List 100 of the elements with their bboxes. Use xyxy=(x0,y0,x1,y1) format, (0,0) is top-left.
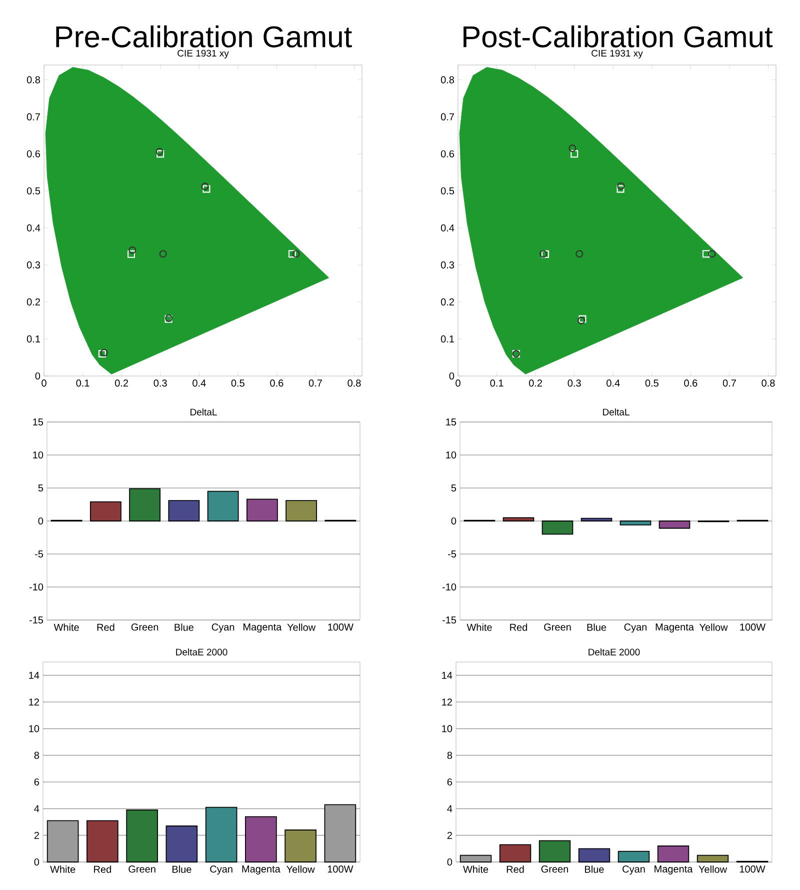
y-tick-label: 0 xyxy=(449,372,454,380)
y-tick-label: 15 xyxy=(446,418,456,426)
y-tick-label: 8 xyxy=(447,752,452,759)
x-tick-label: Blue xyxy=(587,624,606,631)
y-tick-label: 6 xyxy=(34,778,40,786)
y-tick-label: 0.7 xyxy=(440,113,454,120)
x-tick-label: Cyan xyxy=(622,866,645,875)
y-tick-label: 0 xyxy=(35,372,40,380)
x-tick-label: Magenta xyxy=(244,624,282,632)
chart-title: Pre-Calibration Gamut xyxy=(56,25,352,48)
y-tick-label: 0.2 xyxy=(440,298,454,306)
x-tick-label: White xyxy=(463,866,488,873)
x-tick-label: 0.1 xyxy=(76,380,90,387)
x-tick-label: 0.8 xyxy=(348,380,361,387)
point xyxy=(128,250,136,258)
x-tick-label: Yellow xyxy=(287,624,316,631)
x-tick-label: Red xyxy=(94,866,111,873)
y-tick-label: 10 xyxy=(33,451,44,459)
x-tick-label: White xyxy=(54,624,79,631)
x-tick-label: 0.1 xyxy=(490,380,504,387)
y-tick-label: 8 xyxy=(34,752,40,759)
point xyxy=(617,182,625,190)
x-tick-label: Cyan xyxy=(624,624,647,633)
x-tick-label: Green xyxy=(544,624,571,631)
y-tick-label: 0.6 xyxy=(440,150,454,158)
y-tick-label: 6 xyxy=(447,778,452,786)
x-tick-label: 0.4 xyxy=(606,380,620,387)
y-tick-label: 0.7 xyxy=(26,113,40,120)
x-tick-label: Blue xyxy=(174,624,194,631)
x-tick-label: 0.5 xyxy=(645,380,658,387)
chart-title: DeltaL xyxy=(190,408,217,416)
y-tick-label: 0.8 xyxy=(440,76,454,84)
chart-subtitle: CIE 1931 xy xyxy=(592,50,643,58)
point xyxy=(201,182,209,190)
point xyxy=(288,250,296,258)
point xyxy=(202,185,210,193)
bar xyxy=(618,850,650,862)
y-tick-label: 15 xyxy=(33,418,44,426)
bar xyxy=(126,810,158,862)
y-tick-label: 0 xyxy=(451,517,456,525)
bar xyxy=(166,826,198,862)
x-tick-label: Yellow xyxy=(699,624,728,631)
y-tick-label: -15 xyxy=(29,616,44,624)
x-tick-label: 0.2 xyxy=(115,380,128,387)
y-tick-label: 4 xyxy=(34,805,40,812)
x-tick-label: Red xyxy=(97,624,114,631)
point xyxy=(159,250,167,258)
point xyxy=(708,250,716,258)
y-tick-label: 0 xyxy=(34,858,40,866)
point xyxy=(702,250,710,258)
y-tick-label: 0 xyxy=(38,517,44,525)
y-tick-label: 0.6 xyxy=(26,150,40,158)
point xyxy=(156,150,164,158)
bar xyxy=(168,500,200,522)
x-tick-label: Cyan xyxy=(210,866,232,875)
y-tick-label: 10 xyxy=(442,725,452,732)
point xyxy=(568,144,576,152)
x-tick-label: Magenta xyxy=(242,866,280,874)
bar xyxy=(129,488,161,522)
y-tick-label: -5 xyxy=(448,550,456,558)
chart-title: DeltaL xyxy=(603,408,630,416)
x-tick-label: 100W xyxy=(740,866,766,873)
chart-subtitle: CIE 1931 xy xyxy=(178,50,229,58)
point xyxy=(156,148,164,156)
x-tick-label: White xyxy=(50,866,76,873)
y-tick-label: 0.3 xyxy=(26,261,40,268)
y-tick-label: 0.4 xyxy=(440,224,454,232)
x-tick-label: Green xyxy=(128,866,156,873)
y-tick-label: 2 xyxy=(34,832,39,839)
bar xyxy=(696,854,729,862)
point xyxy=(576,250,584,258)
y-tick-label: 12 xyxy=(442,698,452,706)
x-tick-label: 100W xyxy=(328,866,354,873)
x-tick-label: Cyan xyxy=(212,624,234,633)
point xyxy=(292,250,300,258)
y-tick-label: 0 xyxy=(447,858,452,866)
y-tick-label: 0.2 xyxy=(26,298,40,306)
x-tick-label: Blue xyxy=(172,866,192,873)
x-tick-label: 0.6 xyxy=(270,380,284,387)
y-tick-label: -10 xyxy=(29,583,44,591)
x-tick-label: Red xyxy=(506,866,524,873)
x-tick-label: White xyxy=(466,624,492,631)
bar xyxy=(245,816,277,862)
x-tick-label: 0.7 xyxy=(722,380,736,387)
bar xyxy=(86,820,118,862)
x-tick-label: 0.5 xyxy=(231,380,244,387)
y-tick-label: 4 xyxy=(447,805,452,812)
point xyxy=(570,150,578,158)
x-tick-label: Magenta xyxy=(654,866,693,874)
y-tick-label: 0.1 xyxy=(26,335,40,343)
x-tick-label: 100W xyxy=(740,624,766,631)
bar xyxy=(578,848,610,862)
y-tick-label: 0.5 xyxy=(440,187,454,194)
y-tick-label: 5 xyxy=(38,484,44,492)
x-tick-label: Red xyxy=(510,624,528,631)
y-tick-label: -5 xyxy=(35,550,44,558)
y-tick-label: 10 xyxy=(446,451,456,459)
y-tick-label: -15 xyxy=(442,616,456,624)
y-tick-label: 0.4 xyxy=(26,224,40,232)
point xyxy=(616,185,624,193)
